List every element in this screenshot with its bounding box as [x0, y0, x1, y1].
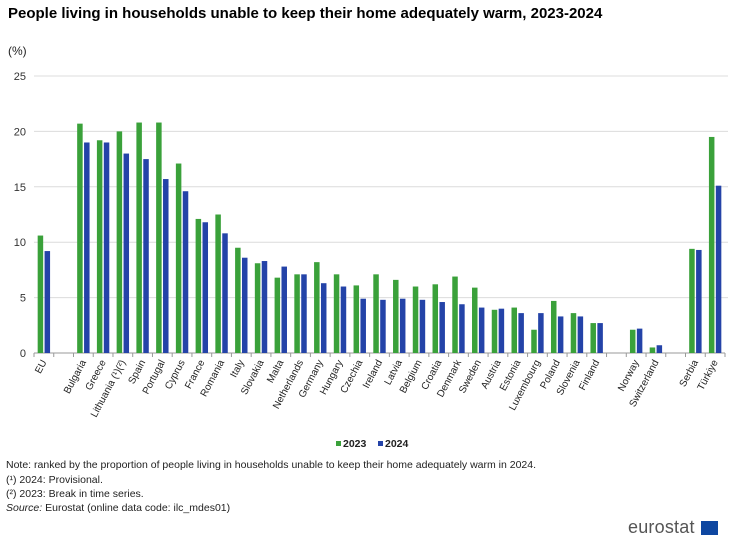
- bar-2023: [412, 286, 419, 353]
- bar-2024: [656, 345, 663, 353]
- y-tick-label: 20: [14, 126, 26, 138]
- bar-2024: [419, 299, 426, 353]
- bar-2023: [215, 214, 221, 353]
- bar-2024: [44, 251, 51, 353]
- bar-2024: [84, 142, 90, 353]
- eu-flag-icon: [701, 521, 718, 535]
- bar-2024: [360, 298, 366, 353]
- bar-2023: [314, 262, 320, 353]
- bar-2024: [281, 266, 287, 353]
- bar-2024: [222, 233, 228, 353]
- bar-2024: [538, 313, 544, 353]
- note-text: Note: ranked by the proportion of people…: [6, 459, 537, 471]
- y-tick-label: 5: [20, 293, 26, 305]
- bar-2024: [636, 328, 643, 353]
- bar-2024: [242, 257, 248, 353]
- bar-2024: [557, 316, 564, 353]
- bar-2024: [320, 283, 327, 353]
- y-tick-label: 25: [14, 71, 26, 83]
- bar-2023: [550, 300, 557, 353]
- bar-2023: [432, 284, 439, 353]
- y-axis-unit: (%): [8, 44, 27, 58]
- bar-2024: [478, 307, 485, 353]
- bar-2023: [393, 279, 399, 353]
- source-text: Eurostat (online data code: ilc_mdes01): [42, 502, 231, 514]
- legend-label: 2024: [385, 438, 409, 450]
- bar-2024: [399, 298, 406, 353]
- legend-swatch-2024: [378, 441, 383, 446]
- bar-2024: [103, 142, 110, 353]
- bar-2024: [182, 191, 189, 353]
- bar-2024: [459, 304, 465, 353]
- bar-2023: [373, 274, 379, 353]
- bar-2023: [570, 313, 577, 353]
- bar-2023: [629, 329, 636, 353]
- bar-2024: [715, 185, 722, 353]
- bar-2024: [577, 316, 584, 353]
- bar-2023: [136, 122, 142, 353]
- y-tick-label: 10: [14, 237, 26, 249]
- bar-2023: [195, 218, 202, 353]
- bar-2023: [590, 323, 596, 353]
- bar-2023: [235, 247, 241, 353]
- bar-2023: [708, 136, 715, 353]
- bar-2024: [696, 249, 702, 353]
- bar-2024: [518, 313, 524, 353]
- bar-2023: [156, 122, 162, 353]
- y-tick-label: 0: [20, 348, 26, 360]
- x-tick-label: Bulgaria: [62, 358, 89, 396]
- bar-2023: [294, 274, 300, 353]
- x-tick-label: EU: [33, 358, 49, 375]
- bar-2024: [163, 179, 169, 353]
- bar-2023: [511, 307, 517, 353]
- bar-2023: [491, 309, 498, 353]
- bar-2023: [452, 276, 458, 353]
- bar-2024: [301, 274, 307, 353]
- bar-2023: [333, 274, 340, 353]
- bar-2024: [597, 323, 603, 353]
- bar-2023: [472, 287, 478, 353]
- bar-2024: [498, 308, 505, 353]
- bar-2024: [380, 299, 386, 353]
- bar-2023: [353, 285, 360, 353]
- footnote-2: (²) 2023: Break in time series.: [6, 488, 144, 500]
- bar-2024: [202, 222, 209, 353]
- source-label: Source:: [6, 502, 43, 514]
- source-line: Source: Eurostat (online data code: ilc_…: [6, 502, 230, 514]
- bar-2024: [439, 302, 445, 353]
- bar-2023: [175, 163, 182, 353]
- bar-2024: [123, 153, 130, 353]
- bar-2023: [274, 277, 281, 353]
- bar-2023: [96, 140, 103, 353]
- chart-title: People living in households unable to ke…: [8, 5, 603, 22]
- bar-2024: [143, 159, 149, 353]
- bar-2024: [340, 286, 347, 353]
- bar-2023: [116, 131, 123, 353]
- bar-2023: [649, 347, 656, 353]
- bar-2023: [77, 123, 83, 353]
- y-tick-label: 15: [14, 182, 26, 194]
- x-tick-label: Italy: [229, 358, 247, 379]
- legend-swatch-2023: [336, 441, 341, 446]
- footnote-1: (¹) 2024: Provisional.: [6, 474, 103, 486]
- bar-2024: [261, 261, 268, 353]
- bar-2023: [689, 248, 695, 353]
- bar-2023: [37, 235, 44, 353]
- bar-2023: [254, 263, 261, 353]
- eurostat-logo: eurostat: [628, 517, 695, 537]
- bar-2023: [531, 329, 537, 353]
- legend-label: 2023: [343, 438, 367, 450]
